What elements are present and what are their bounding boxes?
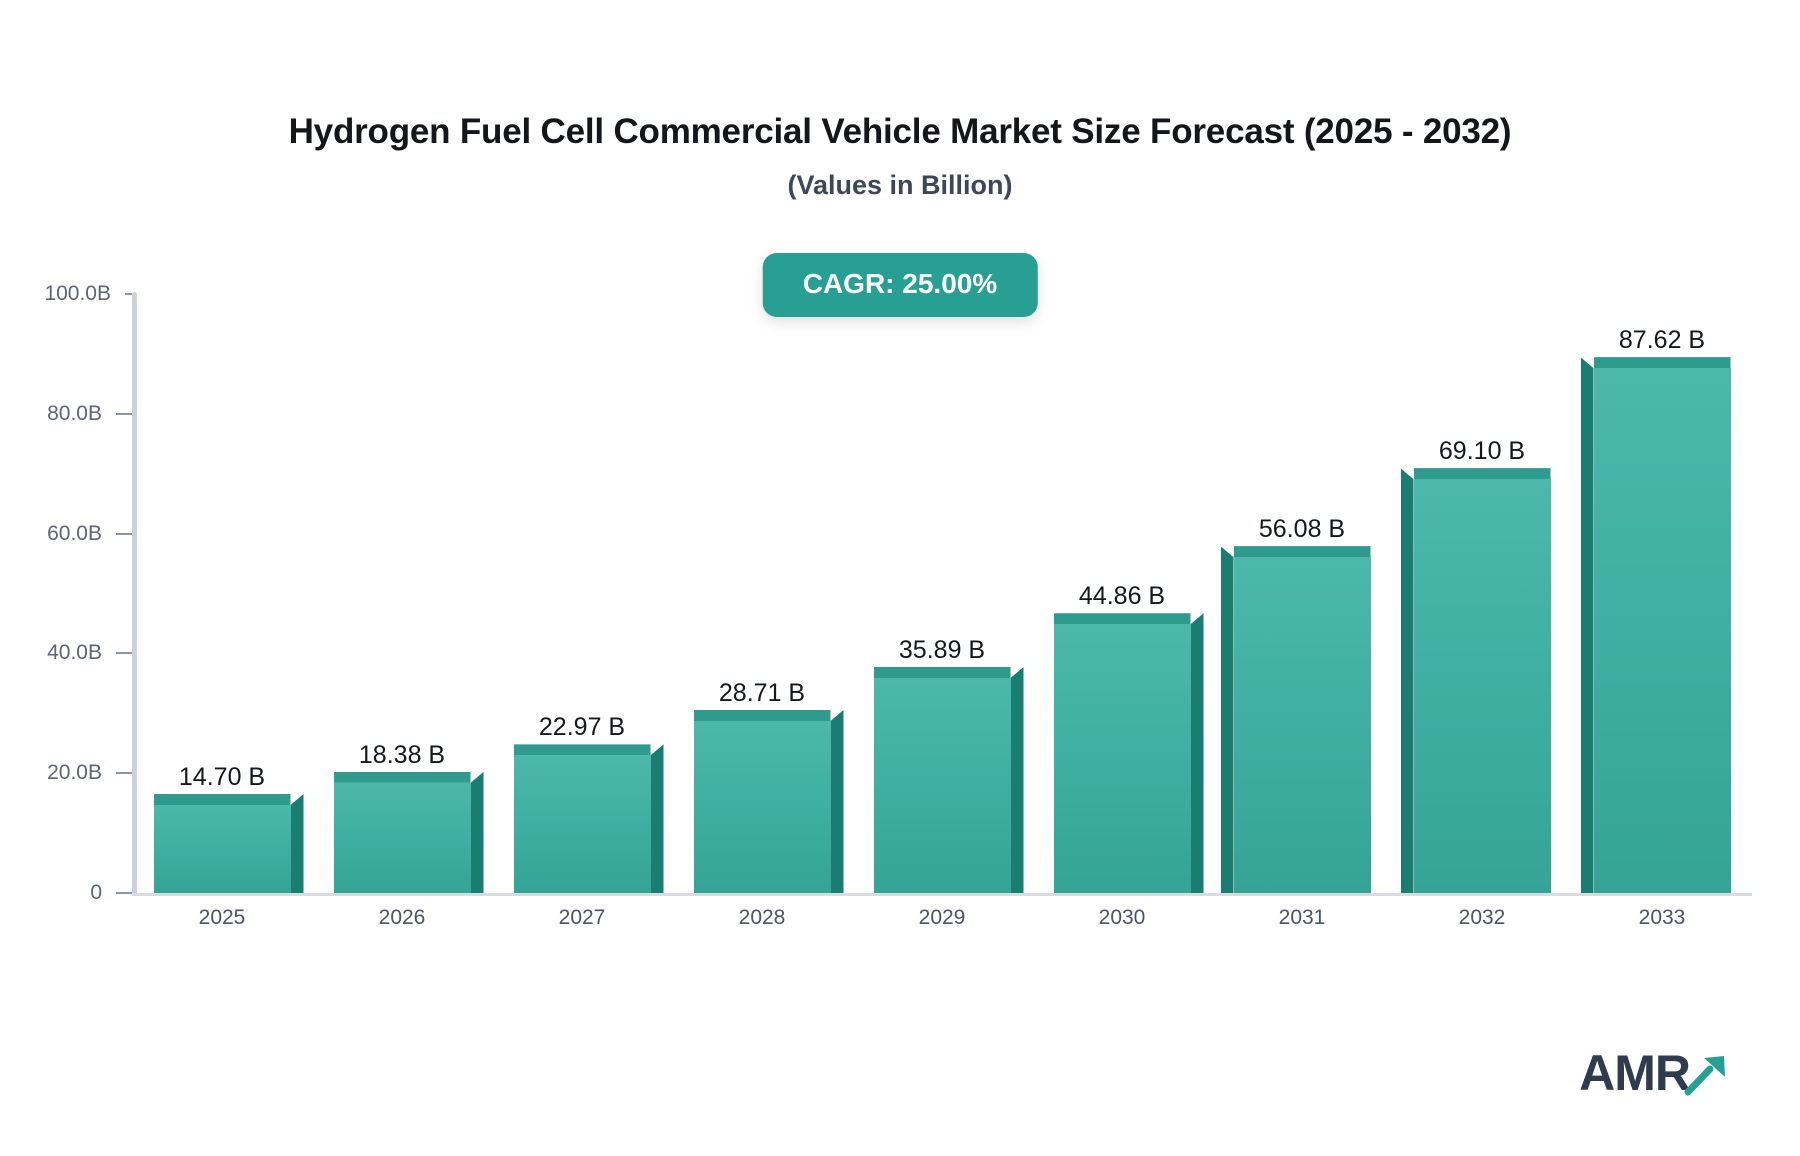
bar-front-face <box>1593 368 1731 893</box>
bar-front-face <box>513 755 651 893</box>
bar-top-face <box>513 744 651 756</box>
bar-body[interactable]: 69.10 B <box>1400 437 1551 893</box>
bar-side-face <box>290 793 304 893</box>
bar-body[interactable]: 22.97 B <box>513 713 664 893</box>
bar-2029[interactable]: 35.89 B <box>873 294 1024 893</box>
y-axis-line <box>132 292 137 895</box>
bar-top-face <box>873 667 1011 679</box>
bar-front-face <box>333 782 471 893</box>
bar-2027[interactable]: 22.97 B <box>513 294 664 893</box>
bar-2032[interactable]: 69.10 B <box>1400 294 1551 893</box>
bar-top-face <box>1593 357 1731 369</box>
x-tick-label-2031: 2031 <box>1278 906 1326 929</box>
bar-value-label: 14.70 B <box>178 762 266 791</box>
bar-2028[interactable]: 28.71 B <box>693 294 844 893</box>
bar-2026[interactable]: 18.38 B <box>333 294 484 893</box>
bar-side-face <box>650 744 664 893</box>
bar-2033[interactable]: 87.62 B <box>1580 294 1731 893</box>
amr-logo-text: AMR <box>1579 1045 1691 1101</box>
y-tick-100.0B: 100.0B <box>44 282 132 306</box>
bar-side-face <box>1010 667 1024 893</box>
y-tick-40.0B: 40.0B <box>47 641 132 665</box>
y-tick-mark <box>116 652 132 655</box>
bar-value-label: 87.62 B <box>1618 326 1706 355</box>
bar-value-label: 35.89 B <box>898 636 986 665</box>
x-tick-label-2033: 2033 <box>1638 906 1686 929</box>
plot-area: 0 20.0B 40.0B 60.0B 80.0B 100.0B 14.70 B 18.38… <box>44 282 1752 904</box>
bar-top-face <box>1233 546 1371 558</box>
bar-front-face <box>693 721 831 893</box>
y-tick-label: 100.0B <box>44 282 111 305</box>
bar-top-face <box>1053 613 1191 625</box>
cagr-badge: CAGR: 25.00% <box>762 253 1038 317</box>
bar-value-label: 56.08 B <box>1258 515 1346 544</box>
y-tick-0: 0 <box>90 881 132 905</box>
y-tick-20.0B: 20.0B <box>47 761 132 785</box>
y-tick-60.0B: 60.0B <box>47 522 132 546</box>
y-tick-mark <box>125 293 132 295</box>
bar-top-face <box>153 793 291 805</box>
bar-2030[interactable]: 44.86 B <box>1053 294 1204 893</box>
x-tick-label-2030: 2030 <box>1098 906 1146 929</box>
x-tick-label-2029: 2029 <box>918 906 966 929</box>
bar-body[interactable]: 14.70 B <box>153 763 304 893</box>
bar-body[interactable]: 56.08 B <box>1220 515 1371 893</box>
bar-front-face <box>153 804 291 893</box>
x-axis-line <box>132 893 1752 896</box>
y-tick-mark <box>116 532 132 535</box>
bar-side-face <box>1190 613 1204 893</box>
bar-side-face <box>830 710 844 893</box>
x-tick-label-2032: 2032 <box>1458 906 1506 929</box>
bar-front-face <box>1233 557 1371 893</box>
y-tick-label: 40.0B <box>47 641 102 665</box>
bar-top-face <box>333 771 471 783</box>
x-tick-label-2025: 2025 <box>198 906 246 929</box>
y-tick-label: 0 <box>90 881 102 904</box>
bar-value-label: 69.10 B <box>1438 437 1526 466</box>
growth-arrow-icon <box>1684 1052 1728 1096</box>
bar-body[interactable]: 18.38 B <box>333 741 484 893</box>
y-tick-mark <box>116 412 132 415</box>
y-tick-80.0B: 80.0B <box>47 402 132 426</box>
x-tick-label-2027: 2027 <box>558 906 606 929</box>
bar-top-face <box>693 710 831 722</box>
bar-body[interactable]: 44.86 B <box>1053 582 1204 893</box>
bar-front-face <box>1053 624 1191 893</box>
bar-front-face <box>873 678 1011 893</box>
bar-side-face <box>1400 468 1414 893</box>
bar-front-face <box>1413 479 1551 893</box>
bar-value-label: 44.86 B <box>1078 582 1166 611</box>
bar-side-face <box>1220 546 1234 893</box>
bar-side-face <box>470 771 484 893</box>
x-tick-label-2028: 2028 <box>738 906 786 929</box>
bar-2031[interactable]: 56.08 B <box>1220 294 1371 893</box>
bar-body[interactable]: 35.89 B <box>873 636 1024 893</box>
chart-title: Hydrogen Fuel Cell Commercial Vehicle Ma… <box>288 112 1512 151</box>
y-tick-mark <box>116 892 132 894</box>
bar-value-label: 22.97 B <box>538 713 626 742</box>
bar-top-face <box>1413 468 1551 480</box>
x-axis-labels: 2025 2026 2027 2028 2029 2030 2031 2032 2033 <box>132 906 1752 942</box>
bar-body[interactable]: 87.62 B <box>1580 326 1731 893</box>
bar-value-label: 28.71 B <box>718 679 806 708</box>
y-tick-label: 20.0B <box>47 761 102 785</box>
chart-subtitle: (Values in Billion) <box>787 170 1013 200</box>
y-tick-mark <box>116 772 132 775</box>
bar-side-face <box>1580 357 1594 893</box>
y-tick-label: 80.0B <box>47 401 102 425</box>
bar-2025[interactable]: 14.70 B <box>153 294 304 893</box>
y-tick-label: 60.0B <box>47 521 102 545</box>
x-tick-label-2026: 2026 <box>378 906 426 929</box>
bar-body[interactable]: 28.71 B <box>693 679 844 893</box>
bars-layer: 14.70 B 18.38 B 22.97 B 28.71 B 35.89 B 44.86… <box>132 292 1752 895</box>
amr-logo: AMR <box>1579 1048 1728 1098</box>
bar-value-label: 18.38 B <box>358 740 446 769</box>
